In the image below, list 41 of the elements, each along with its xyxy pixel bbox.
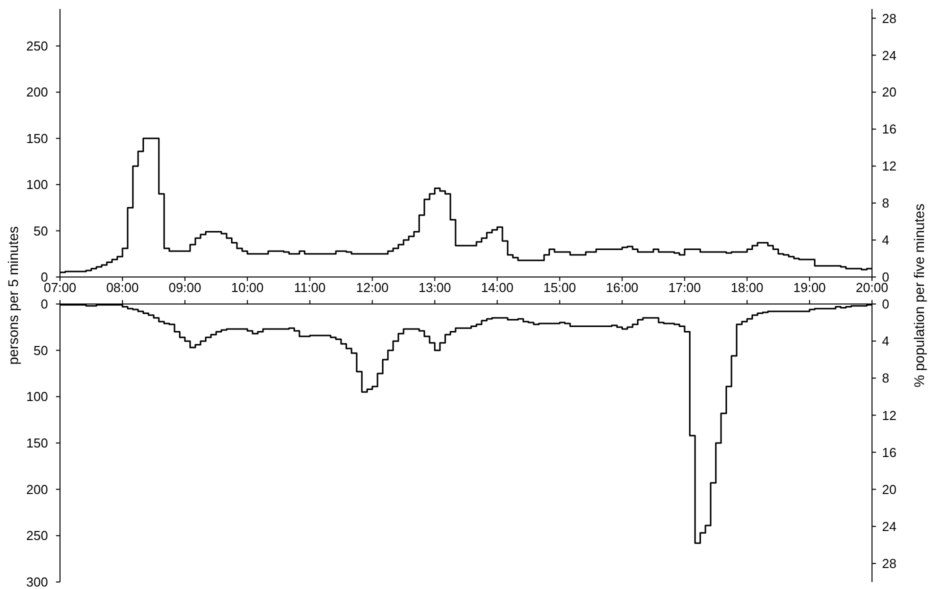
x-tick-label: 16:00 xyxy=(606,280,638,295)
y2-tick-label: 8 xyxy=(882,370,890,386)
x-tick-label: 12:00 xyxy=(356,280,389,295)
y-tick-label: 200 xyxy=(26,84,48,100)
x-tick-label: 10:00 xyxy=(231,280,264,295)
y-tick-label: 150 xyxy=(26,436,48,451)
y2-tick-label: 4 xyxy=(882,232,890,248)
y-tick-label: 50 xyxy=(34,223,48,238)
y2-tick-label: 28 xyxy=(882,556,896,572)
y2-tick-label: 24 xyxy=(882,48,896,63)
x-tick-label: 09:00 xyxy=(168,280,202,295)
x-tick-label: 18:00 xyxy=(730,280,764,295)
y-tick-label: 50 xyxy=(34,342,48,358)
y2-tick-label: 8 xyxy=(882,196,890,211)
y2-tick-label: 12 xyxy=(882,158,896,174)
y-tick-label: 0 xyxy=(40,296,48,312)
y2-tick-label: 16 xyxy=(882,122,896,137)
x-tick-label: 14:00 xyxy=(480,280,514,295)
y2-tick-label: 24 xyxy=(882,518,896,534)
y-tick-label: 150 xyxy=(26,130,48,146)
y2-tick-label: 20 xyxy=(882,482,896,497)
y2-tick-label: 0 xyxy=(882,296,890,312)
y2-tick-label: 16 xyxy=(882,444,896,460)
y-tick-label: 250 xyxy=(26,528,48,544)
x-tick-label: 11:00 xyxy=(294,280,326,295)
y2-tick-label: 28 xyxy=(882,10,896,26)
y2-tick-label: 4 xyxy=(882,334,890,349)
y-tick-label: 250 xyxy=(26,38,48,54)
x-tick-label: 13:00 xyxy=(418,280,452,295)
x-tick-label: 19:00 xyxy=(793,280,826,295)
y-tick-label: 300 xyxy=(26,574,48,589)
y-tick-label: 100 xyxy=(26,177,48,192)
y2-tick-label: 20 xyxy=(882,84,896,100)
y-axis-title: persons per 5 minutes xyxy=(5,226,21,365)
x-tick-label: 08:00 xyxy=(106,280,139,295)
x-tick-label: 17:00 xyxy=(668,280,701,295)
y2-tick-label: 12 xyxy=(882,408,896,423)
y2-axis-title: % population per five minutes xyxy=(911,204,927,388)
x-tick-label: 15:00 xyxy=(543,280,576,295)
y-tick-label: 200 xyxy=(26,482,48,497)
y-tick-label: 100 xyxy=(26,389,48,404)
